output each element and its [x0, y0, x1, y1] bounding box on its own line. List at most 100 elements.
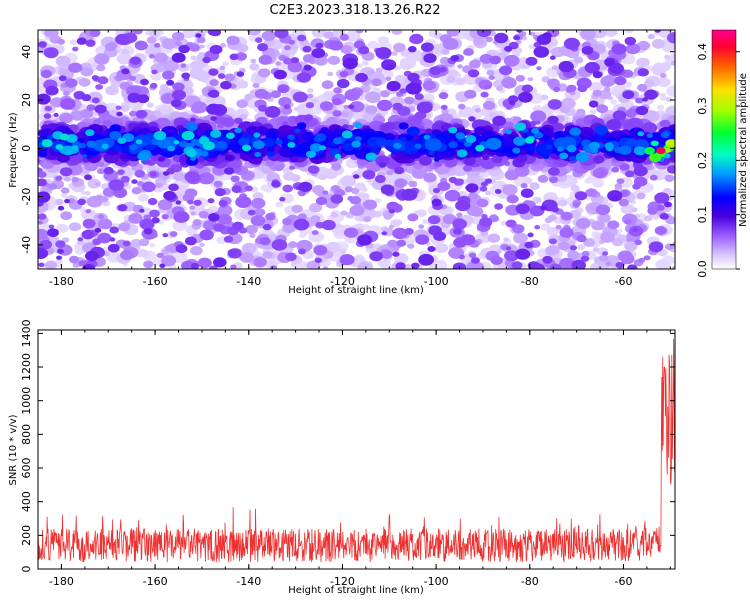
heatmap-cell [577, 85, 588, 93]
heatmap-cell [440, 104, 448, 110]
heatmap-cell [168, 183, 179, 192]
heatmap-cell [197, 157, 205, 163]
heatmap-cell [470, 257, 480, 264]
heatmap-cell [654, 192, 670, 204]
heatmap-cell [484, 178, 493, 184]
heatmap-cell [588, 100, 599, 108]
heatmap-cell [423, 53, 437, 64]
heatmap-cell [325, 241, 342, 254]
heatmap-cell [540, 205, 548, 211]
heatmap-cell [529, 182, 540, 190]
heatmap-cell [520, 188, 534, 198]
heatmap-cell [610, 99, 618, 105]
heatmap-cell [151, 69, 158, 75]
heatmap-cell [226, 132, 235, 139]
heatmap-cell [355, 72, 368, 83]
heatmap-cell [404, 228, 414, 235]
heatmap-cell [297, 213, 307, 221]
heatmap-cell [311, 30, 327, 38]
heatmap-cell [64, 78, 78, 88]
heatmap-cell [656, 104, 665, 111]
snr-frame [37, 329, 676, 570]
heatmap-cell [434, 243, 449, 253]
heatmap-cell [341, 111, 350, 118]
heatmap-cell [592, 89, 602, 97]
heatmap-cell [452, 228, 463, 235]
heatmap-cell [114, 145, 123, 152]
heatmap-cell [614, 76, 627, 86]
heatmap-y-axis-label: Frequency (Hz) [8, 112, 19, 188]
heatmap-cell [265, 159, 276, 167]
heatmap-cell [120, 175, 130, 183]
heatmap-cell [175, 200, 182, 205]
heatmap-cell [149, 30, 160, 38]
heatmap-cell [146, 102, 154, 108]
heatmap-cell [480, 91, 489, 98]
heatmap-cell [498, 147, 506, 154]
heatmap-cell [195, 33, 202, 38]
heatmap-cell [594, 133, 606, 143]
heatmap-cell [38, 41, 47, 48]
heatmap-cell [605, 261, 612, 266]
heatmap-cell [383, 121, 395, 131]
heatmap-cell [479, 186, 488, 192]
heatmap-cell [310, 215, 321, 223]
heatmap-cell [523, 177, 533, 184]
y-tick-label: 0 [20, 145, 33, 152]
heatmap-cell [659, 73, 667, 78]
heatmap-cell [428, 150, 435, 156]
heatmap-cell [190, 211, 196, 216]
heatmap-cell [344, 227, 358, 238]
heatmap-cell [105, 42, 117, 52]
heatmap-cell [479, 217, 493, 228]
heatmap-cell [171, 31, 185, 42]
heatmap-cell [530, 110, 547, 123]
heatmap-frame [37, 29, 676, 270]
x-tick-label: -60 [614, 275, 632, 288]
heatmap-cell [187, 199, 194, 205]
heatmap-cell [149, 243, 156, 248]
heatmap-cell [60, 211, 73, 221]
heatmap-cell [283, 104, 291, 110]
heatmap-cell [365, 152, 377, 161]
heatmap-cell [634, 239, 642, 246]
heatmap-cell [656, 204, 665, 211]
heatmap-cell [455, 77, 466, 86]
heatmap-cell [591, 43, 606, 54]
heatmap-cell [563, 37, 580, 50]
heatmap-cell [611, 43, 627, 55]
heatmap-cell [411, 262, 420, 269]
heatmap-cell [131, 179, 138, 184]
heatmap-cell [283, 57, 293, 65]
heatmap-cell [109, 226, 119, 234]
heatmap-cell [672, 266, 675, 269]
heatmap-cell [157, 199, 173, 211]
heatmap-cell [209, 79, 219, 87]
heatmap-cell [282, 121, 289, 126]
heatmap-cell [67, 198, 76, 204]
heatmap-cell [129, 144, 138, 151]
heatmap-cell [508, 95, 519, 103]
heatmap-cell [134, 169, 146, 178]
heatmap-cell [494, 189, 502, 194]
heatmap-cell [600, 75, 616, 87]
heatmap-cell [584, 61, 600, 74]
heatmap-cell [336, 78, 350, 89]
heatmap-cell [354, 122, 363, 129]
heatmap-cell [650, 132, 661, 140]
heatmap-cell [380, 184, 395, 195]
heatmap-cell [500, 220, 508, 226]
heatmap-cell [568, 155, 576, 162]
heatmap-cell [581, 250, 590, 257]
heatmap-cell [365, 91, 381, 104]
heatmap-cell [48, 183, 57, 190]
heatmap-cell [331, 163, 342, 171]
heatmap-cell [434, 161, 443, 167]
heatmap-cell [369, 251, 383, 262]
heatmap-cell [166, 79, 175, 86]
heatmap-cell [593, 155, 605, 164]
heatmap-cell [262, 251, 273, 259]
heatmap-cell [203, 220, 217, 231]
heatmap-cell [87, 178, 101, 189]
heatmap-cell [423, 134, 431, 140]
